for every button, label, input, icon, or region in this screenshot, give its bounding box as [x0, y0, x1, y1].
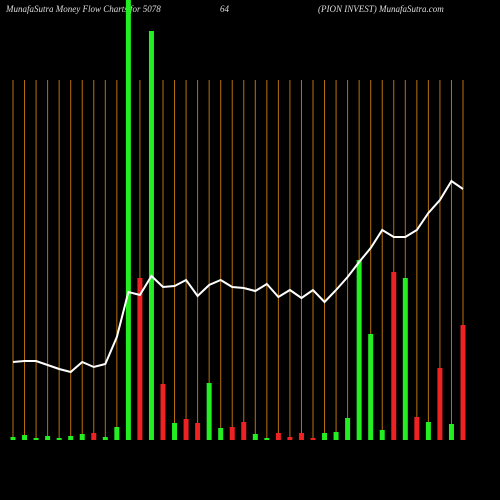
bar [114, 427, 120, 440]
bar [425, 422, 431, 440]
bar [148, 31, 154, 440]
bar [183, 419, 189, 440]
bar [252, 434, 258, 440]
bar [160, 384, 166, 440]
bar [298, 433, 304, 440]
bar [229, 427, 235, 440]
chart-title-code: 64 [220, 4, 230, 14]
bar [218, 428, 224, 440]
bar [137, 278, 143, 440]
bar [195, 423, 201, 440]
bar [91, 433, 97, 440]
bar [287, 437, 293, 440]
chart-title: MunafaSutra Money Flow Charts for 5078 [5, 4, 161, 14]
bar [172, 423, 178, 440]
bar [379, 430, 385, 440]
bar [448, 424, 454, 440]
bar [56, 438, 62, 440]
bar [10, 437, 16, 440]
chart-title-right: (PION INVEST) MunafaSutra.com [318, 4, 444, 14]
bar [275, 433, 281, 440]
bar [241, 422, 247, 440]
bar [79, 434, 85, 440]
bar [437, 368, 443, 440]
bar [22, 435, 28, 440]
bar [356, 260, 362, 440]
bar [45, 436, 51, 440]
money-flow-line [12, 179, 464, 374]
bar [206, 383, 212, 440]
bar [402, 278, 408, 440]
bar [368, 334, 374, 440]
bar [460, 325, 466, 440]
bar [310, 438, 316, 440]
bar [414, 417, 420, 440]
bar [322, 433, 328, 440]
bar [102, 437, 108, 440]
bar [333, 432, 339, 440]
bar [345, 418, 351, 440]
bar [264, 438, 270, 440]
bar [125, 0, 131, 440]
bar [33, 438, 39, 440]
bar [68, 436, 74, 440]
bar [391, 272, 397, 440]
